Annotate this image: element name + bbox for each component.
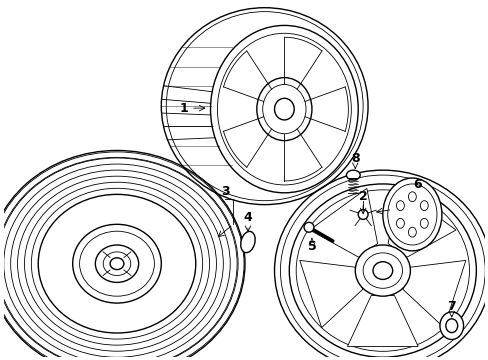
Ellipse shape xyxy=(95,245,139,282)
Ellipse shape xyxy=(110,258,123,270)
Ellipse shape xyxy=(355,245,409,296)
Ellipse shape xyxy=(103,252,130,275)
Ellipse shape xyxy=(445,319,457,333)
Ellipse shape xyxy=(346,170,360,180)
Ellipse shape xyxy=(73,224,161,303)
Ellipse shape xyxy=(304,222,313,232)
Ellipse shape xyxy=(358,210,367,219)
Text: 2: 2 xyxy=(358,190,367,203)
Polygon shape xyxy=(387,188,455,257)
Text: 6: 6 xyxy=(412,179,421,192)
Ellipse shape xyxy=(439,312,463,339)
Text: 8: 8 xyxy=(350,152,359,165)
Text: 5: 5 xyxy=(307,240,316,253)
Ellipse shape xyxy=(372,262,392,279)
Ellipse shape xyxy=(363,253,402,288)
Text: 3: 3 xyxy=(221,185,229,198)
Polygon shape xyxy=(402,260,465,328)
Text: 1: 1 xyxy=(179,102,188,114)
Ellipse shape xyxy=(80,231,154,296)
Ellipse shape xyxy=(382,178,441,251)
Text: 4: 4 xyxy=(243,211,252,224)
Ellipse shape xyxy=(240,231,255,253)
Text: 7: 7 xyxy=(447,300,455,312)
Ellipse shape xyxy=(274,98,294,120)
Polygon shape xyxy=(309,188,377,257)
Polygon shape xyxy=(347,296,417,346)
Polygon shape xyxy=(299,260,362,328)
